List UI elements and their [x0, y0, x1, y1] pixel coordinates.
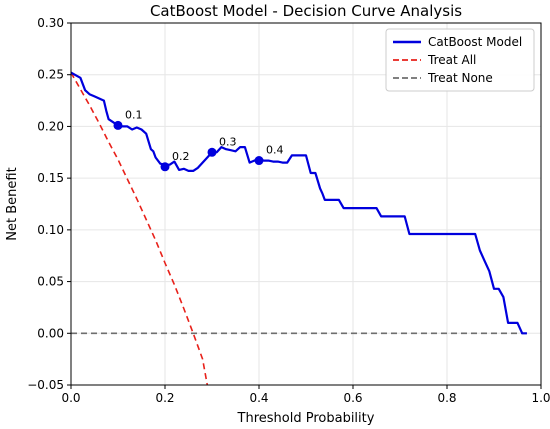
- y-tick-label: 0.20: [37, 119, 64, 133]
- x-tick-label: 0.2: [155, 391, 174, 405]
- x-tick-label: 1.0: [531, 391, 550, 405]
- threshold-marker: [113, 120, 123, 130]
- legend-box: [385, 28, 535, 92]
- y-tick-label: 0.15: [37, 171, 64, 185]
- legend-label-treat-all: Treat All: [427, 53, 476, 67]
- axis-ticks: 0.0 0.2 0.4 0.6 0.8 1.0 −0.05 0.00 0.05 0.10 0.15 0…: [27, 16, 550, 405]
- series-layer: [70, 71, 527, 386]
- series-line-catboost-model: [70, 71, 527, 335]
- y-tick-label: 0.25: [37, 68, 64, 82]
- chart-title: CatBoost Model - Decision Curve Analysis: [150, 2, 462, 20]
- x-tick-label: 0.6: [343, 391, 362, 405]
- threshold-marker: [207, 147, 217, 157]
- x-axis-title: Threshold Probability: [237, 411, 375, 426]
- y-axis-title: Net Benefit: [5, 167, 20, 240]
- y-tick-label: 0.10: [37, 223, 64, 237]
- y-tick-label: −0.05: [27, 378, 64, 392]
- threshold-marker-label: 0.3: [219, 135, 237, 148]
- y-tick-label: 0.05: [37, 275, 64, 289]
- x-tick-label: 0.8: [437, 391, 456, 405]
- threshold-markers: 0.1 0.2 0.3 0.4: [113, 108, 284, 172]
- threshold-marker: [254, 156, 264, 166]
- threshold-marker-label: 0.4: [266, 144, 284, 157]
- threshold-marker-label: 0.2: [172, 150, 190, 163]
- series-line-treat-all: [70, 72, 209, 386]
- threshold-marker: [160, 162, 170, 172]
- plot-frame: [70, 22, 542, 386]
- y-tick-label: 0.30: [37, 16, 64, 30]
- legend-label-catboost: CatBoost Model: [428, 35, 522, 49]
- legend: CatBoost Model Treat All Treat None: [385, 28, 535, 92]
- legend-label-treat-none: Treat None: [427, 71, 493, 85]
- x-tick-label: 0.0: [61, 391, 80, 405]
- x-tick-label: 0.4: [249, 391, 268, 405]
- y-tick-label: 0.00: [37, 326, 64, 340]
- threshold-marker-label: 0.1: [125, 108, 143, 121]
